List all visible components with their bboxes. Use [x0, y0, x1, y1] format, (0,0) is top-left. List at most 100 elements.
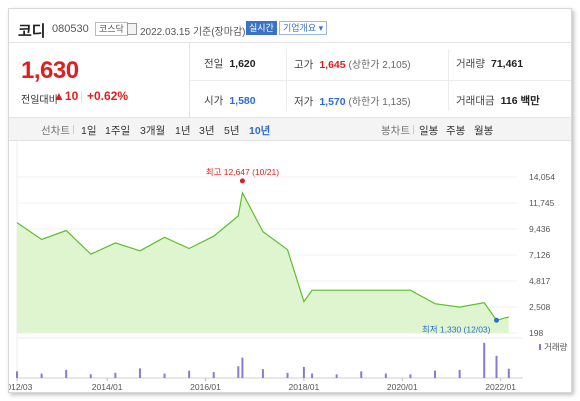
y-tick-label: 2,508 [529, 302, 551, 312]
tab-monthly-candle[interactable]: 월봉 [474, 125, 494, 137]
volume-value: 71,461 [490, 58, 524, 70]
high-label: 고가 [294, 59, 314, 71]
volume-bar [483, 342, 486, 378]
high-stat: 고가 1,645 (상한가 2,105) [294, 56, 411, 72]
current-price: 1,630 [21, 57, 79, 84]
price-stats: 전일 1,620 고가 1,645 (상한가 2,105) 거래량 71,461 시가… [190, 43, 571, 118]
realtime-button[interactable]: 실시간 [246, 21, 277, 35]
stock-widget: 코디 080530 코스닥 2022.03.15 기준(장마감) 실시간 기업개… [8, 8, 572, 393]
upper-limit: (상한가 2,105) [348, 60, 411, 71]
volume-bar [40, 373, 43, 378]
prev-close-stat: 전일 1,620 [204, 56, 256, 71]
amount-stat: 거래대금 116 백만 [456, 93, 540, 108]
base-date: 2022.03.15 기준(장마감) [140, 27, 246, 38]
x-tick-label: 2020/01 [387, 382, 418, 392]
price-area [17, 192, 509, 333]
stock-header: 코디 080530 코스닥 2022.03.15 기준(장마감) 실시간 기업개… [9, 9, 571, 43]
volume-bar [237, 366, 240, 378]
company-overview-button[interactable]: 기업개요 ▾ [279, 21, 328, 35]
y-tick-label: 4,817 [529, 276, 551, 286]
up-arrow-icon: ▲ [53, 89, 65, 103]
market-badge: 코스닥 [95, 22, 128, 36]
tab-daily-candle[interactable]: 일봉 [419, 125, 439, 137]
y-tick-label: 9,436 [529, 224, 551, 234]
low-stat: 저가 1,570 (하한가 1,135) [294, 93, 411, 109]
tab-10year[interactable]: 10년 [249, 125, 271, 137]
tab-3year[interactable]: 3년 [199, 125, 215, 137]
lower-limit: (하한가 1,135) [348, 97, 411, 108]
x-tick-label: 2018/01 [289, 382, 320, 392]
change-value: ▲10 [53, 89, 78, 103]
candle-chart-label: 봉차트 [381, 125, 410, 137]
stock-name[interactable]: 코디 [18, 23, 46, 40]
high-value: 1,645 [319, 59, 346, 71]
y-tick-label: 11,745 [529, 198, 555, 208]
amount-label: 거래대금 [456, 95, 495, 107]
volume-bar [286, 372, 289, 378]
max-annotation: 최고 12,647 (10/21) [206, 167, 279, 177]
tab-1year[interactable]: 1년 [175, 125, 191, 137]
volume-bar [16, 371, 18, 378]
divider [413, 125, 414, 134]
low-label: 저가 [294, 96, 314, 108]
y-tick-label: 14,054 [529, 172, 555, 182]
max-marker [239, 178, 245, 184]
stock-code: 080530 [52, 23, 89, 35]
change-amount: 10 [64, 89, 79, 103]
change-label: 전일대비 [21, 95, 58, 106]
volume-bar [241, 357, 244, 378]
price-panel: 1,630 전일대비 ▲10 | +0.62% [9, 43, 190, 118]
volume-bar [409, 374, 412, 378]
x-tick-label: 2014/01 [92, 382, 123, 392]
volume-bar [188, 370, 191, 378]
price-chart[interactable]: 14,054 11,745 9,436 7,126 4,817 2,508 198 2012… [9, 141, 571, 392]
open-value: 1,580 [229, 95, 256, 107]
volume-stat: 거래량 71,461 [456, 56, 523, 71]
volume-bar [89, 374, 92, 378]
volume-bar [261, 369, 264, 378]
volume-bar [311, 373, 314, 378]
volume-legend-icon [539, 344, 541, 350]
document-icon [127, 23, 137, 35]
low-value: 1,570 [319, 96, 346, 108]
prev-close-value: 1,620 [229, 58, 256, 70]
volume-bar [507, 368, 510, 378]
volume-bar [335, 374, 338, 378]
volume-bar [495, 355, 498, 378]
y-tick-label: 7,126 [529, 250, 551, 260]
volume-bar [163, 373, 166, 378]
tab-1week[interactable]: 1주일 [105, 125, 131, 137]
divider [448, 49, 449, 111]
min-marker [494, 317, 500, 323]
open-stat: 시가 1,580 [204, 93, 256, 108]
tab-weekly-candle[interactable]: 주봉 [446, 125, 466, 137]
tab-5year[interactable]: 5년 [224, 125, 240, 137]
volume-bar [302, 366, 305, 378]
volume-bar [212, 372, 215, 378]
chart-period-tabs: 선차트 1일 1주일 3개월 1년 3년 5년 10년 봉차트 일봉 주봉 월봉 [9, 118, 571, 141]
divider [190, 80, 571, 81]
tab-3month[interactable]: 3개월 [140, 125, 166, 137]
tab-1day[interactable]: 1일 [81, 125, 97, 137]
x-tick-label: 2016/01 [190, 382, 221, 392]
open-label: 시가 [204, 95, 224, 107]
volume-label: 거래량 [456, 58, 485, 70]
divider: | [80, 89, 84, 103]
line-chart-label: 선차트 [41, 125, 70, 137]
volume-bar [384, 373, 387, 378]
volume-bar [65, 369, 68, 378]
y-tick-label: 198 [529, 328, 543, 338]
volume-bar [434, 370, 437, 378]
prev-close-label: 전일 [204, 58, 224, 70]
volume-bar [114, 372, 117, 378]
change-rate: +0.62% [87, 89, 129, 103]
volume-bar [458, 369, 461, 378]
divider [286, 49, 287, 111]
divider [73, 125, 74, 134]
min-annotation: 최저 1,330 (12/03) [422, 324, 491, 334]
x-tick-label: 2012/03 [9, 382, 33, 392]
volume-bar [360, 371, 363, 378]
volume-bar [138, 368, 141, 378]
x-tick-label: 2022/01 [485, 382, 516, 392]
amount-value: 116 백만 [500, 95, 540, 107]
